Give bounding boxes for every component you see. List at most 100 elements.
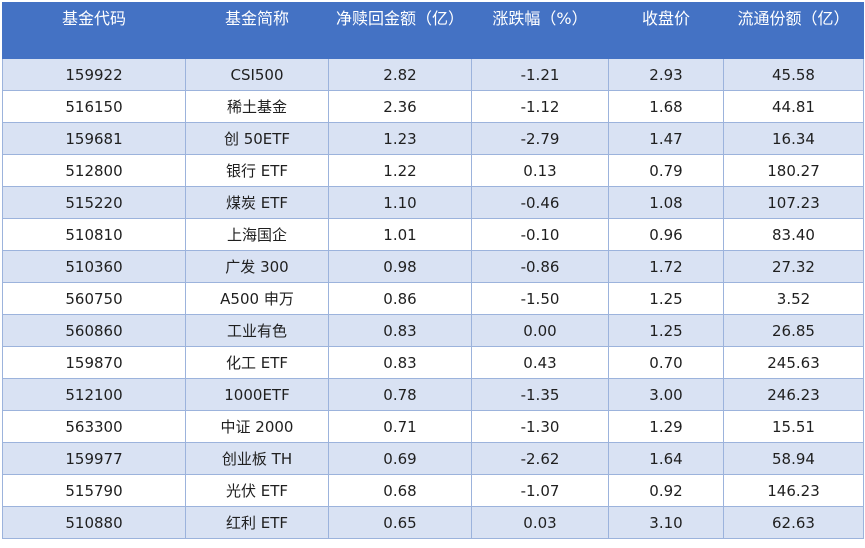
cell-fund-code: 512100 (2, 378, 186, 411)
cell-close-price: 0.96 (608, 218, 724, 251)
table-row: 515220 煤炭 ETF 1.10 -0.46 1.08 107.23 (2, 186, 864, 219)
table-body: 159922 CSI500 2.82 -1.21 2.93 45.58 516150 稀土基金… (2, 58, 864, 539)
cell-change-pct: -1.50 (471, 282, 609, 315)
cell-close-price: 1.29 (608, 410, 724, 443)
cell-float-shares: 245.63 (723, 346, 864, 379)
cell-fund-name: A500 申万 (185, 282, 329, 315)
cell-float-shares: 146.23 (723, 474, 864, 507)
table-row: 512800 银行 ETF 1.22 0.13 0.79 180.27 (2, 154, 864, 187)
cell-change-pct: -1.07 (471, 474, 609, 507)
table-row: 159922 CSI500 2.82 -1.21 2.93 45.58 (2, 58, 864, 91)
table-row: 560860 工业有色 0.83 0.00 1.25 26.85 (2, 314, 864, 347)
cell-float-shares: 27.32 (723, 250, 864, 283)
cell-close-price: 3.10 (608, 506, 724, 539)
cell-float-shares: 58.94 (723, 442, 864, 475)
header-row: 基金代码 基金简称 净赎回金额（亿） 涨跌幅（%） 收盘价 流通份额（亿） (2, 2, 864, 59)
cell-close-price: 1.64 (608, 442, 724, 475)
header-float-shares: 流通份额（亿） (723, 2, 864, 59)
table-row: 563300 中证 2000 0.71 -1.30 1.29 15.51 (2, 410, 864, 443)
cell-fund-code: 563300 (2, 410, 186, 443)
cell-fund-code: 159977 (2, 442, 186, 475)
table-row: 512100 1000ETF 0.78 -1.35 3.00 246.23 (2, 378, 864, 411)
table-row: 159870 化工 ETF 0.83 0.43 0.70 245.63 (2, 346, 864, 379)
cell-close-price: 1.68 (608, 90, 724, 123)
cell-fund-code: 159870 (2, 346, 186, 379)
cell-change-pct: -1.30 (471, 410, 609, 443)
table-row: 516150 稀土基金 2.36 -1.12 1.68 44.81 (2, 90, 864, 123)
cell-change-pct: -1.12 (471, 90, 609, 123)
cell-close-price: 2.93 (608, 58, 724, 91)
cell-net-redemption: 0.78 (328, 378, 472, 411)
cell-change-pct: 0.03 (471, 506, 609, 539)
cell-close-price: 0.70 (608, 346, 724, 379)
cell-float-shares: 44.81 (723, 90, 864, 123)
cell-change-pct: -0.46 (471, 186, 609, 219)
cell-fund-name: 稀土基金 (185, 90, 329, 123)
cell-fund-code: 515220 (2, 186, 186, 219)
cell-fund-code: 510810 (2, 218, 186, 251)
cell-close-price: 1.25 (608, 314, 724, 347)
cell-net-redemption: 0.83 (328, 314, 472, 347)
cell-net-redemption: 0.65 (328, 506, 472, 539)
cell-float-shares: 16.34 (723, 122, 864, 155)
cell-float-shares: 26.85 (723, 314, 864, 347)
cell-change-pct: 0.00 (471, 314, 609, 347)
cell-change-pct: 0.43 (471, 346, 609, 379)
cell-net-redemption: 0.68 (328, 474, 472, 507)
cell-close-price: 1.72 (608, 250, 724, 283)
cell-net-redemption: 1.10 (328, 186, 472, 219)
cell-close-price: 0.79 (608, 154, 724, 187)
cell-net-redemption: 0.69 (328, 442, 472, 475)
cell-net-redemption: 2.36 (328, 90, 472, 123)
cell-fund-name: 1000ETF (185, 378, 329, 411)
cell-fund-code: 510880 (2, 506, 186, 539)
cell-fund-name: CSI500 (185, 58, 329, 91)
cell-fund-name: 创业板 TH (185, 442, 329, 475)
cell-fund-name: 银行 ETF (185, 154, 329, 187)
cell-fund-name: 红利 ETF (185, 506, 329, 539)
cell-net-redemption: 1.01 (328, 218, 472, 251)
cell-close-price: 3.00 (608, 378, 724, 411)
header-close-price: 收盘价 (608, 2, 724, 59)
cell-fund-code: 159922 (2, 58, 186, 91)
cell-fund-name: 化工 ETF (185, 346, 329, 379)
header-net-redemption: 净赎回金额（亿） (328, 2, 472, 59)
cell-float-shares: 62.63 (723, 506, 864, 539)
table-row: 510810 上海国企 1.01 -0.10 0.96 83.40 (2, 218, 864, 251)
cell-fund-code: 560750 (2, 282, 186, 315)
cell-change-pct: -1.21 (471, 58, 609, 91)
cell-net-redemption: 1.22 (328, 154, 472, 187)
cell-fund-name: 上海国企 (185, 218, 329, 251)
cell-net-redemption: 0.98 (328, 250, 472, 283)
cell-float-shares: 3.52 (723, 282, 864, 315)
cell-fund-name: 光伏 ETF (185, 474, 329, 507)
table-row: 515790 光伏 ETF 0.68 -1.07 0.92 146.23 (2, 474, 864, 507)
cell-fund-code: 560860 (2, 314, 186, 347)
cell-float-shares: 15.51 (723, 410, 864, 443)
cell-change-pct: -1.35 (471, 378, 609, 411)
cell-net-redemption: 0.86 (328, 282, 472, 315)
cell-fund-name: 中证 2000 (185, 410, 329, 443)
cell-fund-code: 516150 (2, 90, 186, 123)
cell-fund-name: 广发 300 (185, 250, 329, 283)
cell-fund-code: 515790 (2, 474, 186, 507)
cell-fund-name: 煤炭 ETF (185, 186, 329, 219)
cell-float-shares: 45.58 (723, 58, 864, 91)
cell-close-price: 1.47 (608, 122, 724, 155)
table-row: 510360 广发 300 0.98 -0.86 1.72 27.32 (2, 250, 864, 283)
cell-change-pct: -0.86 (471, 250, 609, 283)
cell-change-pct: -2.79 (471, 122, 609, 155)
cell-net-redemption: 0.83 (328, 346, 472, 379)
cell-net-redemption: 1.23 (328, 122, 472, 155)
header-fund-code: 基金代码 (2, 2, 186, 59)
table-row: 510880 红利 ETF 0.65 0.03 3.10 62.63 (2, 506, 864, 539)
cell-fund-name: 工业有色 (185, 314, 329, 347)
cell-close-price: 1.08 (608, 186, 724, 219)
cell-float-shares: 246.23 (723, 378, 864, 411)
cell-close-price: 1.25 (608, 282, 724, 315)
cell-change-pct: 0.13 (471, 154, 609, 187)
table-row: 159681 创 50ETF 1.23 -2.79 1.47 16.34 (2, 122, 864, 155)
cell-float-shares: 180.27 (723, 154, 864, 187)
cell-float-shares: 83.40 (723, 218, 864, 251)
